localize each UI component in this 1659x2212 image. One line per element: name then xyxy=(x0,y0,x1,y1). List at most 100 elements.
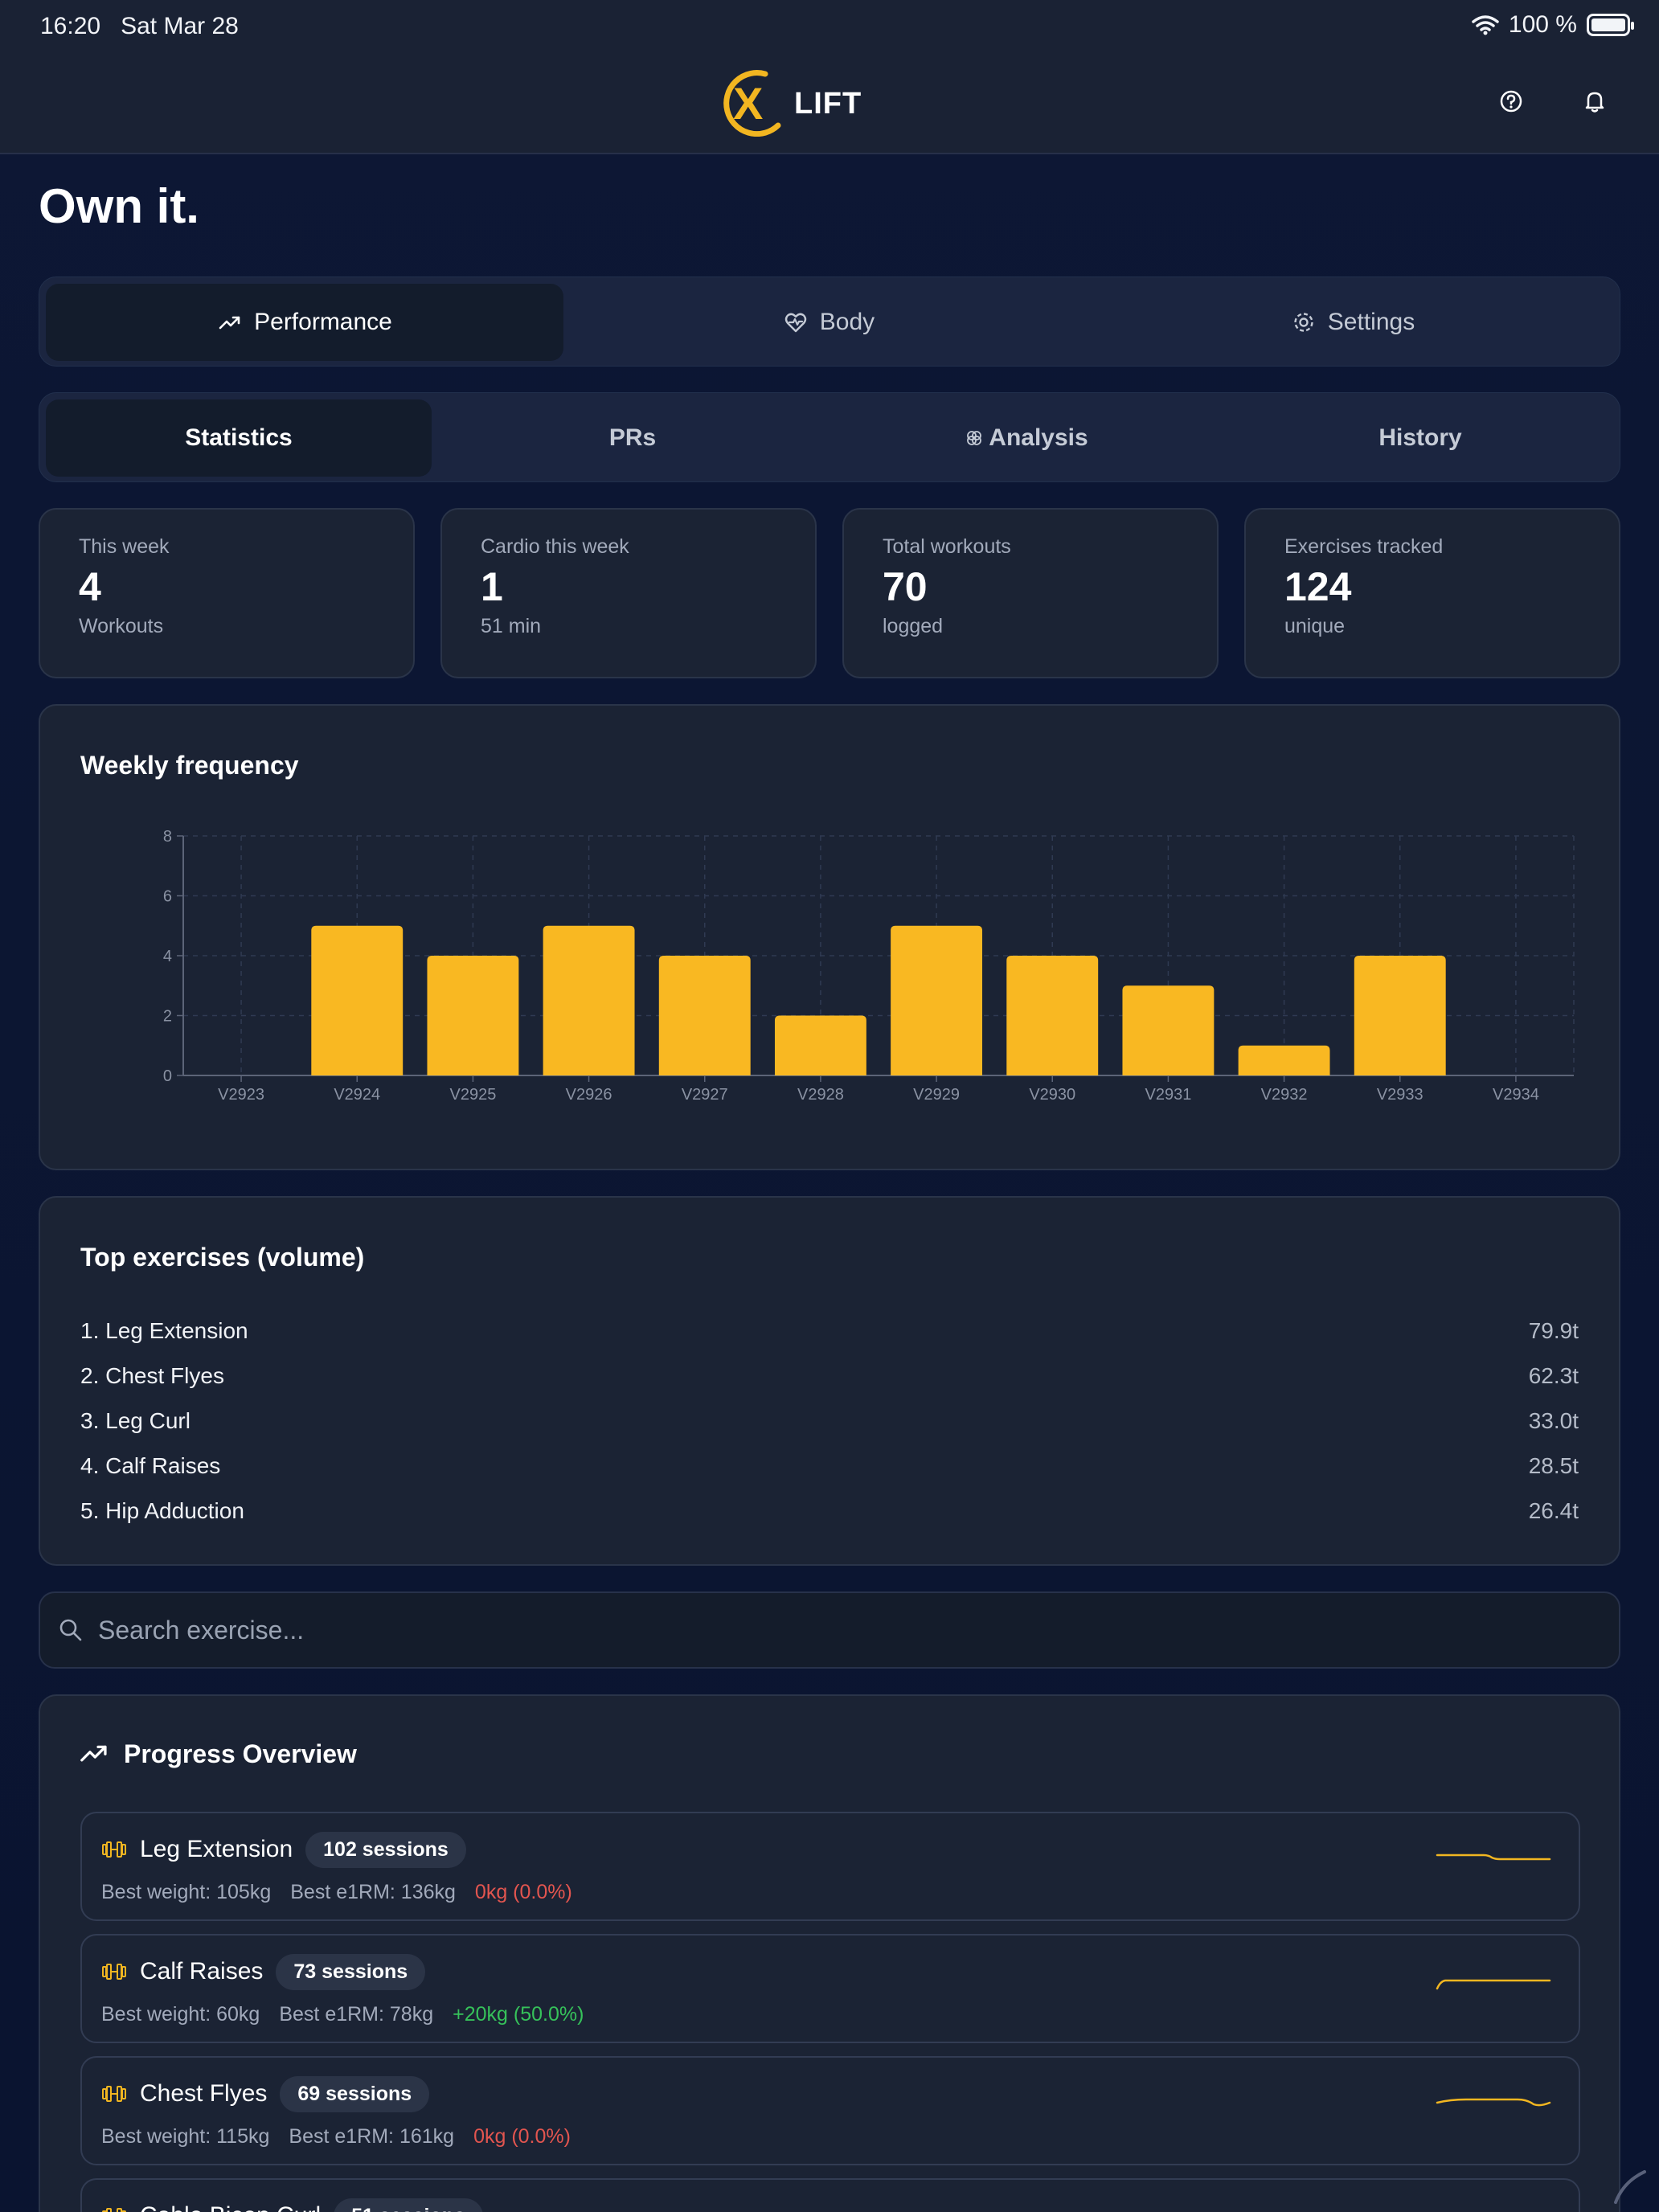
top-exercise-volume: 62.3t xyxy=(1528,1363,1579,1388)
progress-item-header: Leg Extension 102 sessions xyxy=(101,1831,466,1868)
progress-item[interactable]: Chest Flyes 69 sessions Best weight: 115… xyxy=(80,2056,1580,2165)
progress-item-name: Leg Extension xyxy=(140,1836,293,1862)
search-icon xyxy=(59,1619,82,1641)
tab-analysis-label: Analysis xyxy=(989,424,1088,451)
top-exercise-name: 2. Chest Flyes xyxy=(80,1363,224,1388)
top-exercise-row[interactable]: 2. Chest Flyes 62.3t xyxy=(80,1354,1579,1399)
stat-card-this-week: This week 4 Workouts xyxy=(39,508,415,678)
top-exercise-name: 5. Hip Adduction xyxy=(80,1498,244,1523)
stat-sub: 51 min xyxy=(481,615,542,637)
search-bar xyxy=(39,1591,1620,1669)
stat-label: Exercises tracked xyxy=(1284,535,1444,558)
chart-bar xyxy=(543,925,635,1075)
tab-performance[interactable]: Performance xyxy=(46,284,563,361)
app-logo: X LIFT xyxy=(715,68,861,137)
chart-x-tick-label: V2923 xyxy=(218,1086,264,1104)
bell-icon xyxy=(1585,92,1604,113)
chart-x-tick-label: V2924 xyxy=(334,1086,380,1104)
trend-up-icon xyxy=(217,309,243,335)
stat-sub: Workouts xyxy=(79,615,164,637)
chart-x-tick-label: V2929 xyxy=(913,1086,960,1104)
chart-bar xyxy=(1238,1045,1330,1075)
sessions-badge: 51 sessions xyxy=(334,2198,483,2212)
search-input[interactable] xyxy=(98,1593,1593,1667)
progress-change: 0kg (0.0%) xyxy=(473,2125,571,2148)
best-weight: Best weight: 60kg xyxy=(101,2003,260,2026)
progress-item-name: Cable Bicep Curl xyxy=(140,2202,321,2212)
stat-label: This week xyxy=(79,535,170,558)
top-exercise-row[interactable]: 3. Leg Curl 33.0t xyxy=(80,1399,1579,1444)
weekly-frequency-chart: 0 2 4 6 8 V2923 V2924 V2925 V2926 V2927 V2928 V2929… xyxy=(163,828,1575,1104)
stat-card-exercises-tracked: Exercises tracked 124 unique xyxy=(1244,508,1620,678)
status-date: Sat Mar 28 xyxy=(121,13,239,39)
chart-bar xyxy=(427,956,519,1075)
tab-body[interactable]: Body xyxy=(570,284,1088,361)
chart-x-tick-label: V2930 xyxy=(1029,1086,1075,1104)
progress-item-name: Calf Raises xyxy=(140,1958,264,1985)
progress-item-details: Best weight: 60kg Best e1RM: 78kg +20kg … xyxy=(101,2003,584,2026)
tab-settings[interactable]: Settings xyxy=(1094,284,1612,361)
progress-item[interactable]: Leg Extension 102 sessions Best weight: … xyxy=(80,1812,1580,1921)
chart-bar xyxy=(891,925,983,1075)
help-button[interactable] xyxy=(1493,84,1529,119)
weekly-frequency-card: Weekly frequency 0 2 4 6 8 V2923 V2924 V2925 V29… xyxy=(39,704,1620,1170)
sub-tab-bar: Statistics PRs Analysis History xyxy=(39,392,1620,482)
chart-x-tick-label: V2928 xyxy=(797,1086,844,1104)
sessions-badge: 69 sessions xyxy=(280,2075,430,2112)
chart-x-tick-label: V2931 xyxy=(1145,1086,1191,1104)
stat-sub: logged xyxy=(883,615,944,637)
top-exercises-title: Top exercises (volume) xyxy=(80,1243,365,1272)
progress-item-details: Best weight: 105kg Best e1RM: 136kg 0kg … xyxy=(101,1881,572,1904)
battery-icon xyxy=(1587,14,1634,36)
help-icon xyxy=(1500,90,1522,113)
stat-value: 1 xyxy=(481,564,503,609)
progress-item-header: Chest Flyes 69 sessions xyxy=(101,2075,430,2112)
sparkline xyxy=(1436,1854,1551,1861)
status-time: 16:20 Sat Mar 28 xyxy=(40,13,239,40)
chart-bar xyxy=(1006,956,1099,1075)
progress-change: +20kg (50.0%) xyxy=(453,2003,584,2026)
progress-item-header: Calf Raises 73 sessions xyxy=(101,1953,426,1990)
logo-text: LIFT xyxy=(794,87,862,121)
progress-item[interactable]: Calf Raises 73 sessions Best weight: 60k… xyxy=(80,1934,1580,2043)
chart-y-tick-label: 0 xyxy=(163,1067,172,1085)
progress-item[interactable]: Cable Bicep Curl 51 sessions xyxy=(80,2178,1580,2212)
top-exercise-name: 1. Leg Extension xyxy=(80,1318,248,1343)
tab-history[interactable]: History xyxy=(1227,399,1613,477)
tab-analysis[interactable]: Analysis xyxy=(834,399,1219,477)
stat-value: 70 xyxy=(883,564,928,609)
tab-body-label: Body xyxy=(819,309,875,335)
top-exercise-row[interactable]: 5. Hip Adduction 26.4t xyxy=(80,1489,1579,1534)
tab-performance-label: Performance xyxy=(254,309,392,335)
notifications-button[interactable] xyxy=(1577,84,1612,119)
chart-x-tick-label: V2926 xyxy=(566,1086,612,1104)
top-exercise-volume: 28.5t xyxy=(1528,1453,1579,1478)
stat-card-total-workouts: Total workouts 70 logged xyxy=(842,508,1219,678)
chart-bar xyxy=(311,925,403,1075)
sessions-badge: 73 sessions xyxy=(276,1953,426,1990)
sparkline xyxy=(1436,1979,1551,1990)
best-e1rm: Best e1RM: 78kg xyxy=(279,2003,434,2026)
stat-value: 124 xyxy=(1284,564,1352,609)
progress-overview-card: Progress Overview Leg Extension 102 sess… xyxy=(39,1694,1620,2212)
stat-label: Cardio this week xyxy=(481,535,629,558)
main-tab-bar: Performance Body Settings xyxy=(39,276,1620,367)
tab-statistics[interactable]: Statistics xyxy=(46,399,432,477)
progress-item-name: Chest Flyes xyxy=(140,2080,268,2107)
tab-prs[interactable]: PRs xyxy=(440,399,825,477)
battery-level xyxy=(1591,18,1625,31)
chart-y-tick-label: 6 xyxy=(163,888,172,906)
top-exercise-row[interactable]: 1. Leg Extension 79.9t xyxy=(80,1309,1579,1354)
chart-y-tick-label: 8 xyxy=(163,828,172,846)
gear-icon xyxy=(1291,309,1317,335)
wifi-icon xyxy=(1472,15,1499,35)
brain-icon xyxy=(965,428,984,448)
chart-x-tick-label: V2932 xyxy=(1261,1086,1308,1104)
top-exercise-row[interactable]: 4. Calf Raises 28.5t xyxy=(80,1444,1579,1489)
chart-bar xyxy=(658,956,751,1075)
stat-card-cardio: Cardio this week 1 51 min xyxy=(440,508,817,678)
top-exercise-volume: 26.4t xyxy=(1528,1498,1579,1523)
top-bar: 16:20 Sat Mar 28 100 % X LIFT xyxy=(0,0,1659,154)
logo-mark: X xyxy=(723,70,781,137)
stat-label: Total workouts xyxy=(883,535,1011,558)
